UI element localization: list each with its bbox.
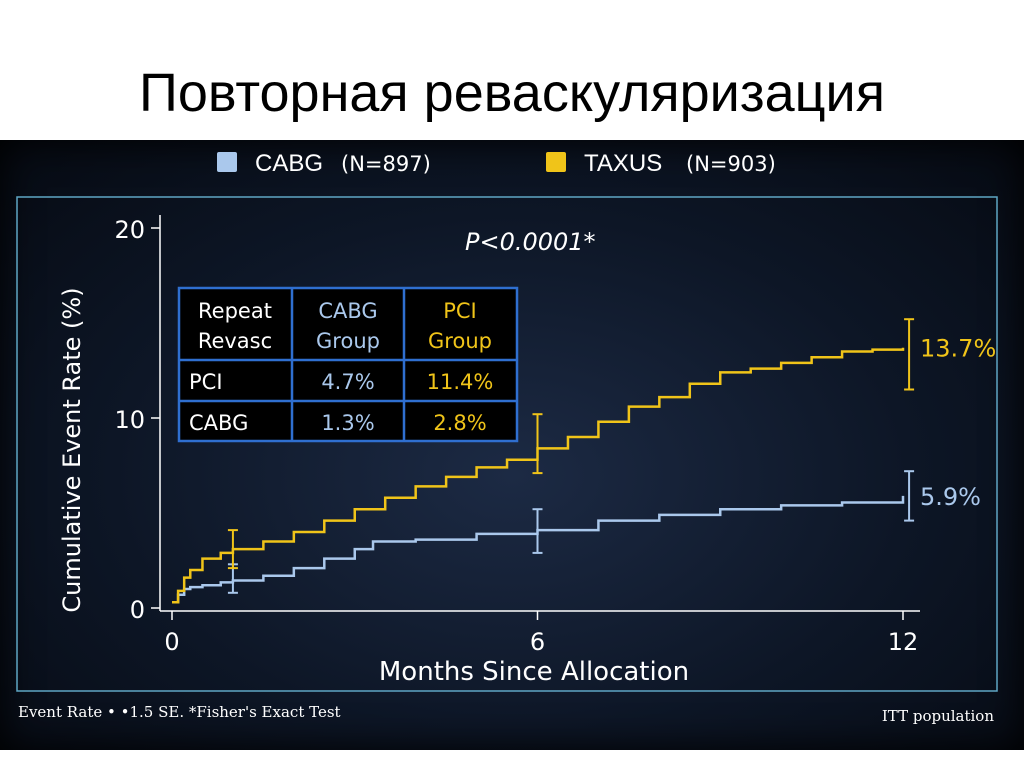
slide-title: Повторная реваскуляризация <box>139 63 885 123</box>
y-tick-label: 20 <box>114 216 145 244</box>
plot-frame <box>16 196 998 692</box>
legend-label-cabg: CABG <box>255 150 323 177</box>
x-tick-label: 12 <box>888 628 919 656</box>
table-header-cell: CABG <box>318 299 377 323</box>
y-tick-label: 10 <box>114 406 145 434</box>
legend-swatch-cabg <box>217 152 237 172</box>
table-row-label: PCI <box>189 370 223 394</box>
table-header-cell: Group <box>316 329 380 353</box>
footnote: Event Rate • •1.5 SE. *Fisher's Exact Te… <box>18 703 341 721</box>
y-tick-label: 0 <box>130 596 145 624</box>
table-header-cell: Revasc <box>198 329 272 353</box>
table-cells: Repeat Revasc CABG Group PCI Group PCI 4.7% 11.4… <box>189 299 493 435</box>
series-layer: 5.9% 13.7% <box>172 318 996 604</box>
y-axis-label: Cumulative Event Rate (%) <box>58 287 86 612</box>
x-axis-label: Months Since Allocation <box>379 657 689 687</box>
table-background <box>177 286 519 443</box>
legend-item-cabg: CABG (N=897) <box>217 150 431 177</box>
kaplan-meier-chart: CABG (N=897) TAXUS (N=903) P<0.0001* Mon… <box>16 150 998 692</box>
p-value: P<0.0001* <box>465 228 596 256</box>
table-header-cell: Repeat <box>198 299 272 323</box>
x-tick-label: 0 <box>164 628 179 656</box>
legend: CABG (N=897) TAXUS (N=903) <box>217 150 776 177</box>
axis-ticks: 0 10 20 0 6 12 <box>114 216 918 656</box>
table-cell: 2.8% <box>433 411 486 435</box>
legend-swatch-taxus <box>546 152 566 172</box>
table-cell: 4.7% <box>321 370 374 394</box>
table-cell: 11.4% <box>427 370 494 394</box>
summary-table: Repeat Revasc CABG Group PCI Group PCI 4.7% 11.4… <box>177 286 519 443</box>
series-line-taxus <box>172 347 905 604</box>
chart-panel <box>0 140 1024 750</box>
legend-n-taxus: (N=903) <box>686 152 776 176</box>
x-tick-label: 6 <box>530 628 545 656</box>
series-line-cabg <box>172 495 905 604</box>
table-row-label: CABG <box>189 411 248 435</box>
end-label-cabg: 5.9% <box>920 483 981 511</box>
table-header-cell: Group <box>428 329 492 353</box>
table-header-cell: PCI <box>443 299 477 323</box>
legend-item-taxus: TAXUS (N=903) <box>546 150 776 177</box>
end-label-taxus: 13.7% <box>920 335 996 363</box>
population-label: ITT population <box>881 707 994 725</box>
legend-label-taxus: TAXUS <box>584 150 662 177</box>
legend-n-cabg: (N=897) <box>341 152 431 176</box>
axes: Months Since Allocation Cumulative Event… <box>58 215 920 687</box>
table-cell: 1.3% <box>321 411 374 435</box>
